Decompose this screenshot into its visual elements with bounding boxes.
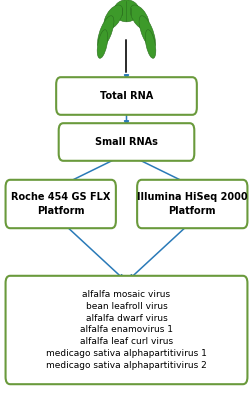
Ellipse shape [97, 30, 107, 58]
Ellipse shape [113, 0, 139, 22]
Ellipse shape [97, 16, 113, 48]
FancyBboxPatch shape [137, 180, 246, 228]
Text: Total RNA: Total RNA [100, 91, 152, 101]
Ellipse shape [145, 30, 155, 58]
FancyBboxPatch shape [6, 276, 246, 384]
Text: alfalfa mosaic virus
bean leafroll virus
alfalfa dwarf virus
alfalfa enamovirus : alfalfa mosaic virus bean leafroll virus… [46, 290, 206, 370]
Text: Small RNAs: Small RNAs [95, 137, 157, 147]
Text: Roche 454 GS FLX
Platform: Roche 454 GS FLX Platform [11, 192, 110, 216]
Text: Illumina HiSeq 2000
Platform: Illumina HiSeq 2000 Platform [136, 192, 247, 216]
Ellipse shape [130, 5, 148, 30]
FancyBboxPatch shape [58, 123, 194, 161]
Ellipse shape [139, 16, 155, 48]
FancyBboxPatch shape [6, 180, 115, 228]
Ellipse shape [104, 5, 122, 30]
FancyBboxPatch shape [56, 77, 196, 115]
